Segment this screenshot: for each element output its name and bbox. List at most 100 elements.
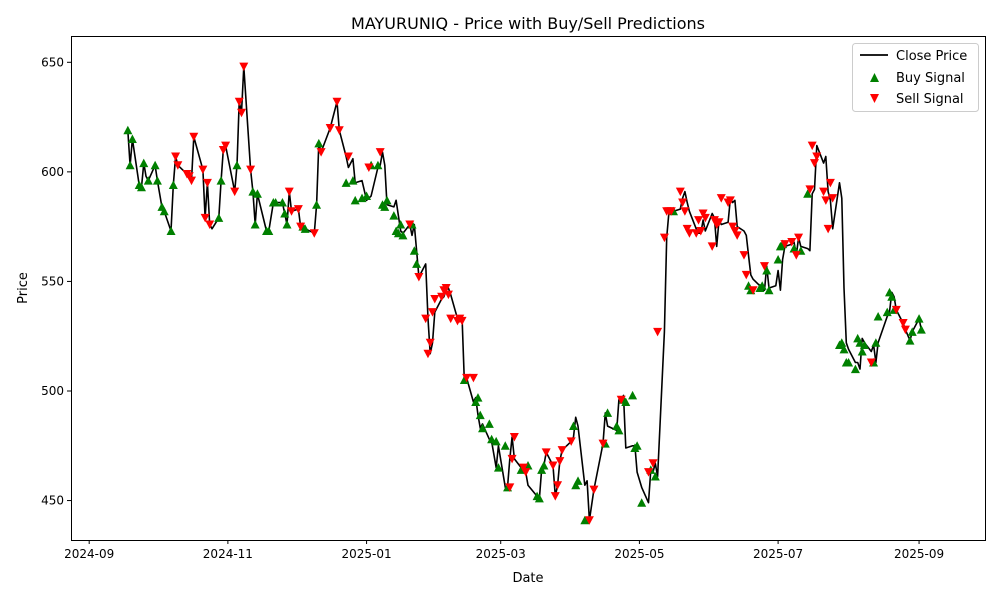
sell-signal-marker [780, 240, 790, 249]
buy-signal-marker [382, 195, 392, 205]
sell-signal-marker [714, 218, 724, 227]
buy-signal-marker [471, 397, 481, 406]
buy-signal-marker [764, 285, 774, 295]
buy-signal-marker [478, 423, 488, 433]
x-tick-label: 2025-05 [614, 547, 664, 561]
sell-signal-marker [425, 338, 435, 348]
sell-signal-marker [748, 286, 758, 295]
close-price-line [127, 65, 923, 522]
sell-signal-marker [791, 251, 801, 260]
y-tick-label: 650 [41, 55, 64, 69]
sell-signal-marker [428, 308, 438, 317]
sell-signal-marker [648, 459, 658, 468]
buy-signal-marker [136, 182, 146, 192]
buy-signal-marker [484, 419, 494, 428]
sell-signal-marker [364, 163, 374, 172]
buy-signal-marker [232, 160, 242, 170]
sell-signal-marker [421, 314, 431, 324]
buy-signal-marker [650, 471, 660, 481]
sell-signal-marker [819, 187, 829, 197]
x-tick-label: 2024-11 [203, 547, 253, 561]
sell-signal-marker [202, 178, 212, 188]
sell-signal-marker [616, 395, 626, 405]
buy-signal-marker [571, 480, 581, 490]
x-tick-label: 2025-01 [342, 547, 392, 561]
sell-signal-marker [732, 231, 742, 240]
sell-signal-marker [675, 187, 685, 197]
sell-signal-marker [205, 220, 215, 229]
y-tick-label: 600 [41, 165, 64, 179]
sell-signal-marker [198, 165, 208, 175]
buy-signal-marker [216, 176, 226, 185]
buy-signal-marker [152, 176, 162, 185]
sell-signal-marker [221, 141, 231, 151]
sell-signal-marker [794, 233, 804, 243]
buy-signal-marker [341, 178, 351, 187]
buy-signal-marker [773, 255, 783, 264]
sell-signal-marker [584, 516, 594, 525]
buy-signal-marker [803, 189, 813, 198]
buy-signal-marker [398, 230, 408, 240]
buy-signal-marker [264, 226, 274, 236]
sell-signal-marker [698, 209, 708, 218]
legend-sell-signal: Sell Signal [896, 92, 964, 107]
buy-signal-marker [850, 364, 860, 374]
sell-signal-marker [891, 305, 901, 315]
buy-signal-marker [166, 226, 176, 236]
sell-signal-marker [557, 446, 567, 455]
buy-signal-marker [159, 206, 169, 216]
buy-signal-marker [362, 191, 372, 200]
sell-signal-marker [666, 207, 676, 216]
x-tick-label: 2025-07 [753, 547, 803, 561]
buy-signal-marker [396, 219, 406, 229]
sell-signal-marker [187, 176, 197, 186]
sell-signal-marker [334, 126, 344, 135]
sell-signal-marker [405, 220, 415, 229]
buy-signal-marker [300, 224, 310, 233]
sell-signal-marker [414, 273, 424, 282]
legend-buy-signal: Buy Signal [896, 71, 965, 86]
buy-signal-marker [280, 208, 290, 218]
y-tick-label: 500 [41, 384, 64, 398]
buy-signal-marker [123, 125, 133, 135]
x-tick-label: 2025-09 [894, 547, 944, 561]
sell-signal-marker [553, 481, 563, 490]
sell-signal-marker [725, 196, 735, 205]
sell-signal-marker [694, 216, 704, 225]
sell-signal-marker [316, 148, 326, 157]
sell-signal-marker [759, 262, 769, 271]
sell-signal-marker [696, 227, 706, 236]
sell-signal-marker [821, 196, 831, 205]
buy-signal-marker [916, 325, 926, 334]
sell-signal-marker [823, 224, 833, 234]
sell-signal-marker [200, 213, 210, 223]
sell-signal-marker [589, 485, 599, 495]
sell-signal-marker [805, 185, 815, 194]
sell-signal-marker [700, 213, 710, 223]
sell-signal-marker [505, 483, 515, 492]
buy-signal-marker [282, 219, 292, 229]
legend-buy-marker [870, 73, 879, 82]
buy-signal-marker [350, 195, 360, 205]
buy-signal-marker [271, 198, 281, 207]
y-axis: 450 500 550 600 650 [41, 55, 71, 508]
sell-signal-marker [462, 373, 472, 383]
buy-signal-marker [348, 176, 358, 185]
sell-signal-marker [900, 325, 910, 335]
buy-signal-marker [537, 465, 547, 474]
buy-signal-marker [539, 460, 549, 470]
sell-signal-marker [184, 172, 194, 181]
buy-signal-marker [857, 347, 867, 356]
sell-signal-marker [682, 224, 692, 234]
buy-signal-marker [409, 246, 419, 255]
buy-signal-marker [312, 200, 322, 209]
buy-signal-marker [380, 202, 390, 211]
buy-signal-marker [905, 336, 915, 345]
buy-signal-marker [125, 160, 135, 170]
legend-box [852, 43, 979, 112]
buy-signal-marker [143, 176, 153, 185]
buy-signal-marker [855, 338, 865, 347]
sell-signal-marker [293, 205, 303, 214]
sell-signal-marker [189, 132, 199, 142]
